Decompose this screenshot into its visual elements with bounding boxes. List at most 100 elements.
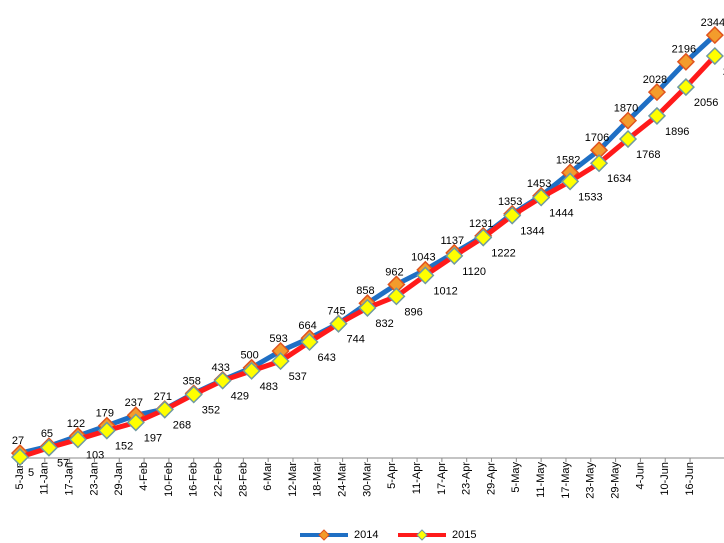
point-marker — [705, 46, 724, 66]
data-label: 5 — [28, 467, 34, 479]
point-marker — [676, 52, 695, 71]
data-label: 1012 — [433, 285, 457, 297]
x-tick-label: 5-Apr — [386, 462, 398, 489]
x-tick-label: 23-Apr — [461, 462, 473, 495]
legend-marker — [416, 529, 428, 541]
data-label: 429 — [231, 391, 249, 403]
data-label: 1043 — [411, 252, 435, 264]
x-tick-label: 10-Feb — [163, 462, 175, 497]
point-marker — [705, 26, 724, 45]
point-marker — [329, 314, 348, 333]
data-label: 1344 — [520, 225, 544, 237]
data-label: 152 — [115, 440, 133, 452]
point-marker — [126, 413, 145, 432]
x-tick-label: 29-May — [610, 462, 622, 499]
x-tick-label: 17-Apr — [436, 462, 448, 495]
data-label: 500 — [240, 350, 258, 362]
point-marker — [618, 111, 638, 130]
data-label: 1768 — [636, 149, 660, 161]
data-label: 103 — [86, 449, 104, 461]
x-tick-label: 6-Mar — [262, 462, 274, 491]
x-tick-label: 18-Mar — [312, 462, 324, 497]
point-marker — [68, 430, 87, 449]
x-tick-label: 17-Jan — [64, 462, 76, 496]
point-marker — [561, 172, 580, 191]
x-tick-label: 29-Jan — [113, 462, 125, 496]
data-label: 271 — [154, 391, 172, 403]
x-tick-label: 5-May — [510, 462, 522, 493]
x-tick-label: 11-Jan — [39, 462, 51, 495]
data-label: 593 — [269, 333, 287, 345]
point-marker — [618, 129, 638, 149]
point-marker — [213, 371, 232, 390]
data-label: 197 — [144, 432, 162, 444]
data-label: 537 — [289, 371, 307, 383]
data-label: 1453 — [527, 178, 551, 190]
legend-label: 2015 — [452, 529, 476, 541]
legend-label: 2014 — [354, 529, 378, 541]
data-label: 1533 — [578, 191, 602, 203]
point-marker — [271, 352, 290, 371]
data-label: 1870 — [614, 103, 638, 115]
point-marker — [387, 287, 406, 306]
point-marker — [97, 421, 116, 440]
x-tick-label: 22-Feb — [212, 462, 224, 497]
data-label: 643 — [318, 352, 336, 364]
x-tick-label: 29-Apr — [485, 462, 497, 495]
data-label: 1706 — [585, 132, 609, 144]
x-tick-label: 4-Jun — [634, 462, 646, 490]
x-tick-label: 17-May — [560, 462, 572, 499]
point-marker — [416, 266, 435, 285]
point-marker — [589, 154, 609, 173]
data-label: 1896 — [665, 126, 689, 138]
point-marker — [503, 206, 522, 225]
data-label: 2028 — [643, 74, 667, 86]
point-marker — [445, 246, 464, 265]
data-label: 1137 — [440, 235, 464, 247]
point-marker — [647, 106, 667, 125]
point-marker — [39, 438, 59, 457]
data-label: 237 — [125, 397, 143, 409]
data-label: 896 — [404, 306, 422, 318]
point-marker — [474, 228, 493, 247]
x-tick-label: 11-Apr — [411, 462, 423, 495]
data-label: 1120 — [462, 266, 486, 278]
x-tick-label: 30-Mar — [361, 462, 373, 497]
x-tick-label: 23-May — [585, 462, 597, 499]
legend-marker — [318, 529, 330, 541]
data-label: 858 — [356, 285, 374, 297]
data-label: 664 — [298, 320, 316, 332]
data-label: 2228 — [723, 66, 724, 78]
data-label: 1231 — [469, 218, 493, 230]
series-line — [19, 33, 717, 456]
x-tick-label: 11-May — [535, 462, 547, 498]
x-tick-label: 28-Feb — [237, 462, 249, 497]
x-tick-label: 10-Jun — [659, 462, 671, 496]
data-label: 1353 — [498, 196, 522, 208]
data-label: 2344 — [701, 17, 724, 29]
point-marker — [10, 448, 30, 467]
data-label: 962 — [385, 266, 403, 278]
x-tick-label: 4-Feb — [138, 462, 150, 491]
x-tick-label: 16-Jun — [684, 462, 696, 496]
data-label: 352 — [202, 404, 220, 416]
data-label: 2056 — [694, 97, 718, 109]
data-label: 65 — [41, 428, 53, 440]
data-label: 358 — [183, 375, 201, 387]
point-marker — [242, 361, 261, 380]
point-marker — [676, 78, 695, 97]
data-label: 2196 — [672, 44, 696, 56]
point-marker — [184, 385, 203, 404]
point-marker — [300, 332, 319, 352]
point-marker — [155, 400, 174, 419]
data-label: 744 — [346, 334, 364, 346]
point-marker — [358, 298, 377, 317]
data-label: 745 — [327, 305, 345, 317]
data-label: 1634 — [607, 173, 631, 185]
data-label: 27 — [12, 435, 24, 447]
x-tick-label: 24-Mar — [337, 462, 349, 497]
point-marker — [532, 188, 551, 207]
x-tick-label: 5-Jan — [14, 462, 26, 490]
point-marker — [647, 83, 667, 102]
